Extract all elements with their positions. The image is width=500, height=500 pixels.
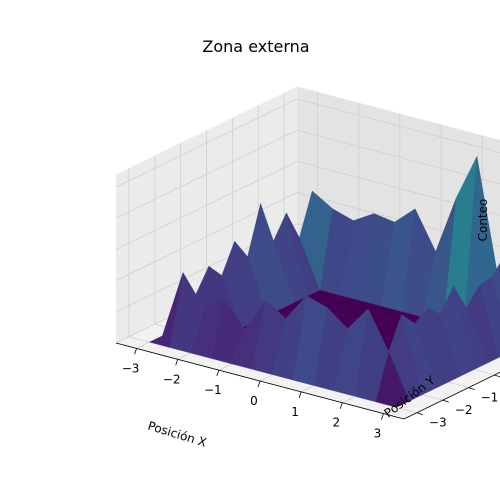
- chart-title: Zona externa: [202, 37, 309, 56]
- y-tick-label: −1: [481, 391, 499, 405]
- grid-line: [296, 129, 500, 185]
- x-tick-mark: [298, 391, 302, 398]
- surface: [149, 155, 500, 408]
- grid-line: [115, 192, 298, 281]
- grid-line: [296, 98, 500, 154]
- x-tick-label: 3: [374, 427, 382, 441]
- x-tick-mark: [175, 359, 179, 366]
- tick-labels: −3−2−10123−3−2−1012301000200030004000500…: [122, 361, 499, 441]
- axes: [115, 342, 500, 420]
- x-tick-label: −3: [122, 361, 140, 375]
- x-tick-mark: [134, 348, 137, 355]
- grid-line: [115, 129, 298, 219]
- x-tick-mark: [257, 380, 261, 388]
- x-tick-mark: [381, 413, 384, 420]
- x-tick-label: 1: [291, 405, 299, 419]
- y-tick-mark: [442, 399, 449, 403]
- surface-patch: [375, 351, 410, 408]
- grid-line: [115, 98, 298, 188]
- grid-line: [115, 161, 298, 250]
- x-tick-mark: [216, 370, 220, 377]
- y-tick-mark: [468, 387, 475, 390]
- grid-line: [296, 192, 500, 247]
- surface-patch: [491, 263, 500, 306]
- y-tick-label: −2: [455, 403, 473, 417]
- x-tick-label: 0: [250, 394, 258, 408]
- z-axis-label: Conteo: [476, 199, 490, 242]
- x-axis-label: Posición X: [146, 419, 208, 450]
- x-tick-label: −1: [204, 383, 222, 397]
- grid-line: [296, 161, 500, 216]
- y-tick-mark: [494, 374, 500, 378]
- y-tick-label: −3: [429, 416, 447, 430]
- x-tick-label: 2: [332, 416, 340, 430]
- x-tick-mark: [339, 402, 343, 409]
- x-tick-label: −2: [163, 372, 181, 386]
- y-tick-mark: [416, 412, 424, 416]
